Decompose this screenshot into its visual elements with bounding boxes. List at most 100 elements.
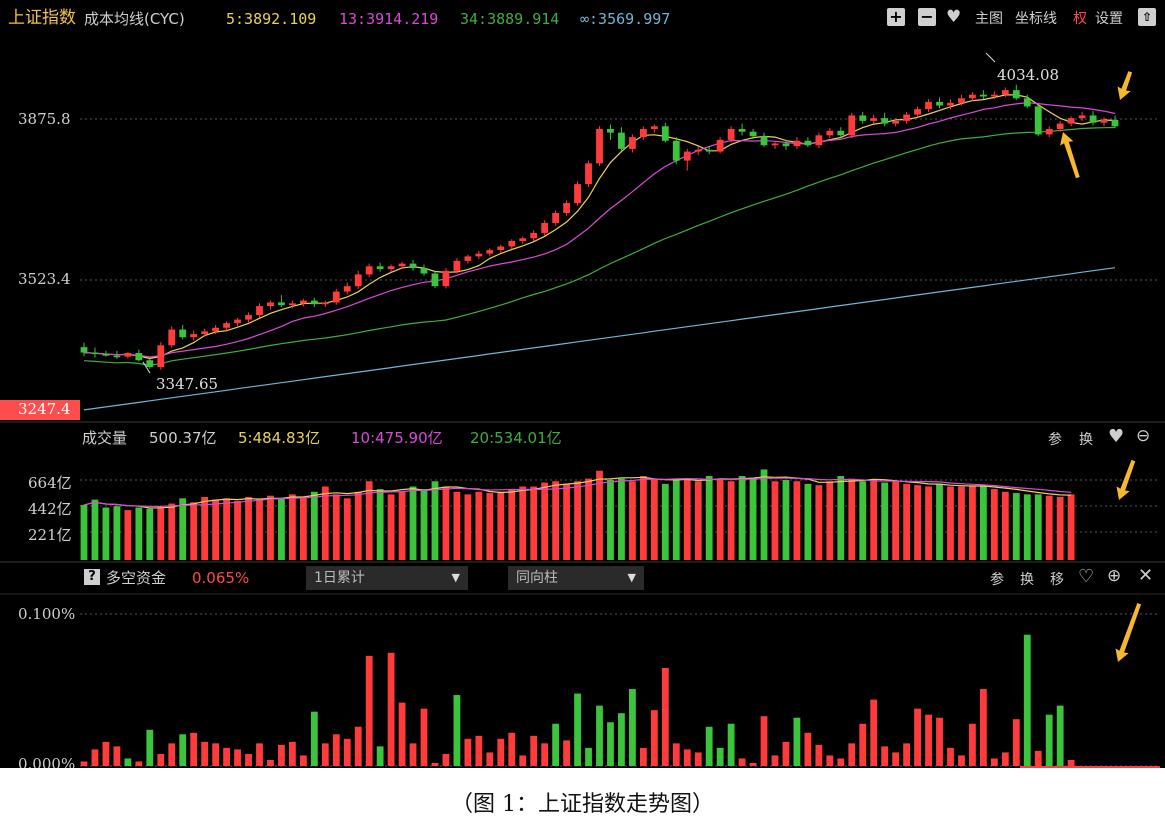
main-chart-button[interactable]: 主图 (975, 11, 1003, 27)
candle-body (716, 139, 724, 152)
candle-body (376, 266, 384, 270)
candle-body (958, 98, 965, 103)
fund-bar (727, 723, 735, 766)
figure-caption: （图 1：上证指数走势图） (451, 792, 714, 817)
candle-body (749, 131, 757, 137)
fund-bar (278, 744, 285, 766)
volume-bar (541, 482, 549, 560)
low-pointer (142, 361, 151, 374)
axis-line-button[interactable]: 坐标线 (1015, 11, 1057, 27)
zoom-in-button[interactable]: + (887, 8, 905, 26)
fund-bar (365, 655, 373, 766)
price-label-current: 3247.4 (0, 400, 80, 420)
volume-bar (124, 510, 132, 560)
fund-move-button[interactable]: 移 (1050, 572, 1064, 588)
fund-title: 多空资金 (106, 569, 167, 587)
fund-bar (486, 752, 494, 766)
volume-bar (1045, 495, 1053, 560)
ma34-line (83, 126, 1116, 366)
volume-bar (464, 494, 472, 560)
export-icon[interactable]: ⇧ (1138, 8, 1156, 26)
candle-body (91, 352, 99, 355)
fund-bar (618, 713, 625, 766)
period-dropdown[interactable]: 1日累计 ▼ (306, 566, 468, 590)
close-icon[interactable]: ✕ (1138, 565, 1154, 586)
bar-mode-dropdown[interactable]: 同向柱 ▼ (508, 566, 644, 590)
candle-body (343, 286, 351, 292)
fund-bar (683, 749, 691, 766)
rights-button[interactable]: 权 (1073, 11, 1087, 27)
candle-body (870, 118, 878, 121)
candle-body (409, 263, 417, 269)
volume-bar (892, 481, 900, 560)
volume-switch-button[interactable]: 换 (1079, 432, 1093, 448)
volume-bar (574, 481, 581, 560)
high-annotation: 4034.08 (997, 66, 1060, 84)
volume-title: 成交量 (82, 429, 128, 447)
fund-bar (672, 743, 680, 766)
volume-heart-icon[interactable]: ♥ (1108, 426, 1125, 447)
candle-body (354, 274, 362, 287)
candle-body (914, 109, 921, 115)
volume-bar (475, 491, 483, 560)
volume-bar (826, 481, 834, 560)
volume-bar (245, 497, 252, 560)
candle-body (738, 129, 746, 132)
volume-bar (267, 495, 274, 560)
help-icon[interactable]: ? (84, 569, 100, 585)
candle-body (190, 334, 198, 338)
volume-bar (420, 489, 428, 560)
fund-bar (694, 752, 702, 766)
candle-body (179, 329, 187, 338)
candle-body (596, 129, 603, 164)
volume-param-button[interactable]: 参 (1048, 432, 1062, 448)
volume-bar (332, 494, 340, 560)
fund-bar (497, 738, 505, 766)
fund-bar (332, 734, 340, 766)
volume-bar (749, 478, 757, 560)
candle-body (245, 315, 252, 320)
fund-bar (749, 762, 757, 766)
volume-bar (497, 491, 505, 560)
volume-zoom-out-icon[interactable]: ⊖ (1136, 426, 1151, 446)
volume-bar (299, 497, 307, 560)
favorite-heart-icon[interactable]: ♥ (946, 7, 962, 27)
candle-body (332, 291, 340, 303)
candle-body (124, 353, 132, 357)
fund-switch-button[interactable]: 换 (1020, 572, 1034, 588)
candle-body (1111, 119, 1119, 127)
fund-bar (464, 738, 472, 766)
volume-bar (530, 486, 538, 560)
candle-body (650, 126, 658, 130)
candle-body (201, 331, 209, 335)
settings-button[interactable]: 设置 (1095, 11, 1123, 27)
volume-bar (694, 481, 702, 560)
fund-bar (969, 723, 976, 766)
fund-bar (256, 743, 263, 766)
volume-bar (585, 478, 592, 560)
candle-body (563, 203, 570, 214)
candle-body (969, 94, 976, 99)
fund-heart-icon[interactable]: ♡ (1078, 566, 1095, 587)
candle-body (881, 118, 889, 124)
highlight-arrow (1115, 603, 1142, 662)
fund-zoom-in-icon[interactable]: ⊕ (1107, 566, 1122, 586)
volume-bar (760, 469, 768, 560)
volume-bar (519, 486, 527, 560)
low-annotation: 3347.65 (156, 375, 219, 393)
candle-body (639, 129, 647, 138)
highlight-arrow-shape (1060, 132, 1080, 179)
candle-body (705, 149, 713, 152)
candle-body (256, 306, 263, 316)
bar-mode-dropdown-label: 同向柱 (516, 570, 558, 586)
volume-bar (596, 470, 603, 560)
ma34-value: 34:3889.914 (460, 10, 560, 28)
volume-bar (223, 498, 230, 560)
ma13-line (83, 101, 1116, 358)
fund-param-button[interactable]: 参 (990, 572, 1004, 588)
zoom-out-button[interactable]: − (918, 8, 936, 26)
candle-body (508, 241, 516, 247)
candle-body (387, 266, 395, 270)
volume-axis-221: 221亿 (28, 526, 72, 544)
fund-bar (947, 747, 954, 766)
